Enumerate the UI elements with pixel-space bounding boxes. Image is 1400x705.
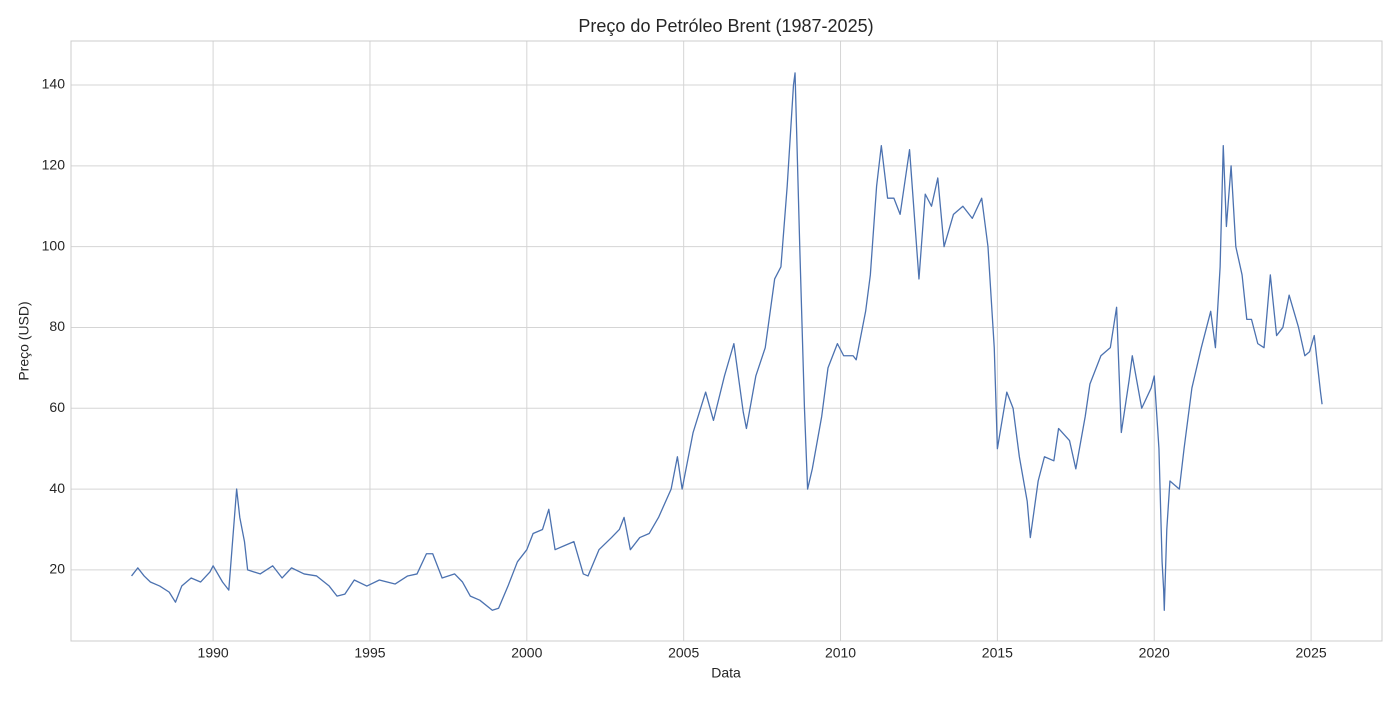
x-tick-label: 1995 xyxy=(354,645,385,661)
y-tick-label: 60 xyxy=(49,399,65,415)
chart-title: Preço do Petróleo Brent (1987-2025) xyxy=(578,16,873,36)
x-tick-label: 2025 xyxy=(1296,645,1327,661)
y-tick-label: 140 xyxy=(42,76,66,92)
y-tick-label: 120 xyxy=(42,157,66,173)
x-tick-label: 2010 xyxy=(825,645,856,661)
y-tick-label: 40 xyxy=(49,480,65,496)
y-tick-label: 20 xyxy=(49,561,65,577)
x-tick-label: 2015 xyxy=(982,645,1013,661)
plot-frame xyxy=(70,40,1383,642)
data-line xyxy=(131,72,1323,611)
x-tick-label: 1990 xyxy=(198,645,229,661)
x-tick-label: 2020 xyxy=(1139,645,1170,661)
y-tick-label: 100 xyxy=(42,237,66,253)
x-tick-label: 2000 xyxy=(511,645,542,661)
y-axis-label: Preço (USD) xyxy=(16,301,32,380)
x-tick-label: 2005 xyxy=(668,645,699,661)
x-axis-label: Data xyxy=(711,665,741,681)
y-tick-label: 80 xyxy=(49,318,65,334)
